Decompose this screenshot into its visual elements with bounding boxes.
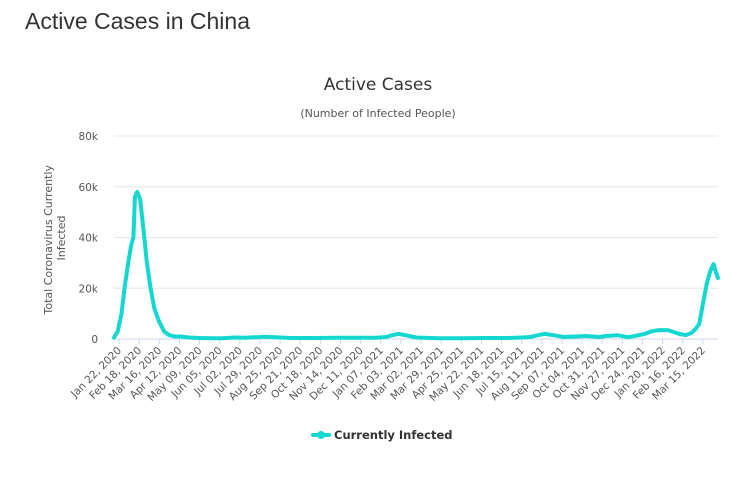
y-axis-title-line-2: Infected xyxy=(55,216,68,261)
y-tick-label: 20k xyxy=(79,283,99,295)
gridlines xyxy=(114,135,718,340)
series-line-currently-infected xyxy=(112,189,720,341)
legend[interactable]: Currently Infected xyxy=(311,428,453,442)
chart-subtitle: (Number of Infected People) xyxy=(300,107,455,120)
y-tick-label: 80k xyxy=(79,131,99,143)
page-heading: Active Cases in China xyxy=(25,8,250,34)
y-tick-label: 40k xyxy=(79,233,99,245)
y-tick-label: 60k xyxy=(79,182,99,194)
chart-title: Active Cases xyxy=(324,75,433,95)
plot-area xyxy=(112,189,720,341)
y-axis-ticks: 0 20k 40k 60k 80k xyxy=(79,131,99,346)
y-axis-title-line-1: Total Coronavirus Currently xyxy=(42,165,55,316)
y-axis-title: Total Coronavirus Currently Infected xyxy=(42,162,68,316)
y-tick-label: 0 xyxy=(91,334,98,346)
legend-label-currently-infected: Currently Infected xyxy=(334,428,453,442)
legend-symbol-dot xyxy=(317,431,325,439)
